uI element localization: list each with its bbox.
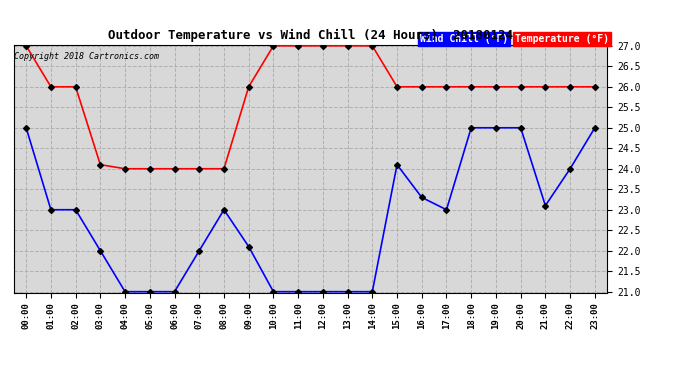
Title: Outdoor Temperature vs Wind Chill (24 Hours)  20180124: Outdoor Temperature vs Wind Chill (24 Ho… [108, 29, 513, 42]
Text: Wind Chill (°F): Wind Chill (°F) [420, 34, 509, 44]
Text: Copyright 2018 Cartronics.com: Copyright 2018 Cartronics.com [14, 53, 159, 62]
Text: Temperature (°F): Temperature (°F) [515, 34, 609, 44]
